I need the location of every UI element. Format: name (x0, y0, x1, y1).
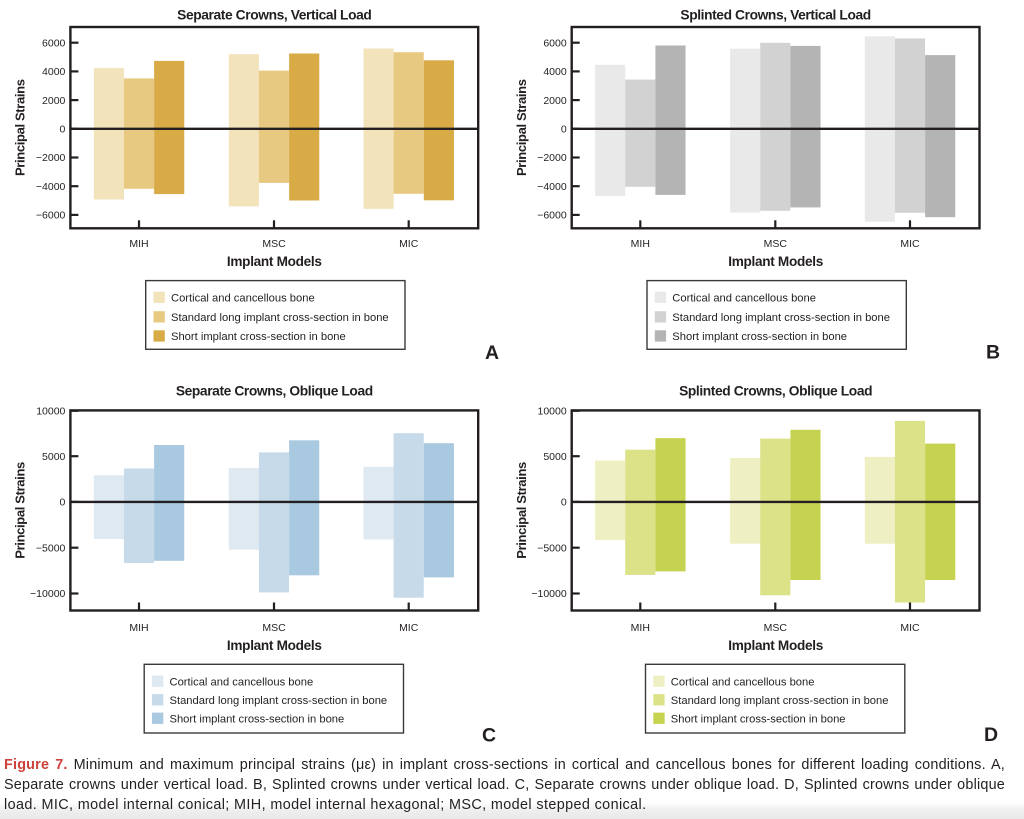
svg-text:MSC: MSC (262, 238, 286, 250)
svg-text:Standard long implant cross-se: Standard long implant cross-section in b… (671, 695, 889, 707)
svg-text:Implant Models: Implant Models (728, 638, 823, 653)
svg-text:D: D (984, 724, 998, 746)
svg-text:Standard long implant cross-se: Standard long implant cross-section in b… (171, 312, 389, 324)
svg-text:Separate Crowns, Oblique Load: Separate Crowns, Oblique Load (176, 383, 373, 398)
svg-text:Splinted Crowns, Vertical Load: Splinted Crowns, Vertical Load (680, 8, 870, 23)
svg-text:C: C (482, 725, 496, 747)
svg-text:MIH: MIH (631, 238, 650, 250)
svg-text:−6000: −6000 (36, 210, 66, 222)
svg-text:MSC: MSC (764, 238, 788, 250)
svg-text:2000: 2000 (42, 95, 66, 107)
svg-text:−5000: −5000 (36, 542, 66, 554)
svg-text:Cortical and cancellous bone: Cortical and cancellous bone (671, 676, 815, 688)
svg-text:MIH: MIH (129, 622, 148, 634)
svg-text:−6000: −6000 (537, 210, 567, 222)
svg-text:MSC: MSC (262, 622, 286, 634)
svg-text:−2000: −2000 (36, 152, 66, 164)
svg-text:Principal Strains: Principal Strains (13, 462, 28, 559)
svg-text:6000: 6000 (543, 37, 567, 49)
svg-text:A: A (485, 342, 499, 364)
svg-text:−5000: −5000 (537, 542, 567, 554)
svg-text:4000: 4000 (42, 66, 66, 78)
svg-text:6000: 6000 (42, 37, 66, 49)
svg-text:0: 0 (60, 497, 66, 509)
svg-text:MIC: MIC (399, 622, 419, 634)
svg-text:5000: 5000 (42, 451, 66, 463)
svg-text:Cortical and cancellous bone: Cortical and cancellous bone (170, 676, 314, 688)
svg-text:10000: 10000 (537, 406, 566, 418)
svg-text:Implant Models: Implant Models (227, 254, 322, 269)
svg-text:MIH: MIH (129, 238, 148, 250)
svg-text:−2000: −2000 (537, 152, 567, 164)
svg-text:Standard long implant cross-se: Standard long implant cross-section in b… (672, 312, 890, 324)
svg-text:5000: 5000 (543, 451, 567, 463)
svg-text:0: 0 (60, 124, 66, 136)
svg-text:Short implant cross-section in: Short implant cross-section in bone (170, 713, 345, 725)
svg-text:4000: 4000 (543, 66, 567, 78)
svg-text:−4000: −4000 (537, 181, 567, 193)
svg-text:0: 0 (561, 497, 567, 509)
svg-text:Short implant cross-section in: Short implant cross-section in bone (672, 331, 847, 343)
svg-text:Implant Models: Implant Models (728, 254, 823, 269)
svg-text:Principal Strains: Principal Strains (13, 79, 28, 176)
svg-text:10000: 10000 (36, 406, 65, 418)
svg-text:MIC: MIC (399, 238, 419, 250)
svg-text:Cortical and cancellous bone: Cortical and cancellous bone (672, 292, 816, 304)
svg-text:MIC: MIC (900, 622, 920, 634)
svg-text:Principal Strains: Principal Strains (514, 462, 529, 559)
svg-text:Implant Models: Implant Models (227, 638, 322, 653)
svg-text:Short implant cross-section in: Short implant cross-section in bone (671, 713, 846, 725)
svg-text:−4000: −4000 (36, 181, 66, 193)
svg-text:Cortical and cancellous bone: Cortical and cancellous bone (171, 292, 315, 304)
svg-text:Separate Crowns, Vertical Load: Separate Crowns, Vertical Load (177, 8, 371, 23)
svg-text:0: 0 (561, 124, 567, 136)
svg-text:−10000: −10000 (531, 588, 566, 600)
svg-text:Principal Strains: Principal Strains (514, 79, 529, 176)
svg-text:MSC: MSC (764, 622, 788, 634)
svg-text:2000: 2000 (543, 95, 567, 107)
svg-text:Standard long implant cross-se: Standard long implant cross-section in b… (170, 695, 388, 707)
svg-text:B: B (986, 342, 1000, 364)
svg-text:Splinted Crowns, Oblique Load: Splinted Crowns, Oblique Load (679, 383, 872, 398)
svg-text:MIC: MIC (900, 238, 920, 250)
svg-text:Short implant cross-section in: Short implant cross-section in bone (171, 331, 346, 343)
svg-text:MIH: MIH (631, 622, 650, 634)
svg-text:−10000: −10000 (30, 588, 65, 600)
